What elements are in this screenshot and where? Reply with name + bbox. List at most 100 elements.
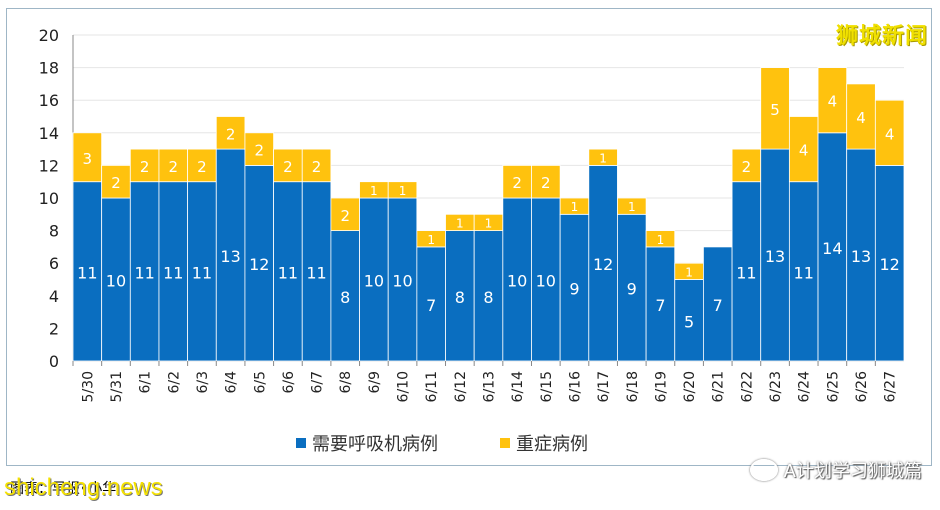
y-tick-label: 4: [49, 287, 59, 306]
bar-ventilator: [158, 181, 189, 362]
x-tick-label: 6/15: [539, 371, 555, 402]
bar-severe: [244, 132, 274, 166]
data-label-severe: 1: [399, 184, 407, 198]
x-tick-label: 6/7: [310, 371, 326, 394]
bar-severe: [588, 148, 618, 166]
data-label-severe: 2: [512, 174, 522, 192]
x-tick-label: 6/14: [510, 371, 526, 403]
data-label-severe: 1: [485, 216, 493, 230]
wechat-label: A计划学习狮城篇: [783, 461, 922, 482]
data-label-severe: 2: [111, 174, 121, 192]
x-tick-label: 6/21: [711, 371, 727, 402]
data-label-ventilator: 10: [392, 272, 412, 291]
data-label-ventilator: 12: [593, 255, 613, 274]
data-label-ventilator: 10: [536, 272, 556, 291]
x-tick-label: 6/24: [797, 371, 813, 403]
bar-severe: [645, 230, 676, 248]
bar-severe: [817, 67, 848, 134]
y-tick-label: 2: [49, 319, 59, 338]
bar-ventilator: [416, 246, 446, 362]
data-label-severe: 4: [856, 109, 866, 127]
x-tick-label: 6/12: [453, 371, 469, 402]
data-label-severe: 2: [226, 125, 236, 143]
bar-severe: [387, 181, 418, 199]
data-label-severe: 1: [599, 151, 607, 165]
bar-severe: [273, 148, 303, 183]
data-label-ventilator: 13: [765, 247, 785, 266]
y-tick-label: 16: [39, 91, 59, 110]
data-label-ventilator: 11: [278, 263, 298, 282]
x-tick-label: 6/26: [854, 371, 870, 403]
data-label-ventilator: 7: [713, 296, 723, 315]
data-label-ventilator: 5: [684, 312, 694, 331]
y-tick-label: 8: [49, 222, 59, 241]
x-tick-label: 6/20: [682, 371, 698, 402]
legend-swatch-yellow: [500, 438, 510, 448]
x-tick-label: 6/5: [252, 371, 268, 394]
bar-ventilator: [72, 181, 103, 362]
wechat-icon: [749, 459, 778, 481]
bar-ventilator: [244, 164, 274, 362]
bar-severe: [760, 67, 790, 150]
x-tick-label: 6/11: [424, 371, 440, 402]
brand-watermark: 狮城新闻: [835, 24, 928, 49]
bar-ventilator: [502, 197, 532, 362]
data-label-severe: 1: [657, 233, 665, 247]
bar-ventilator: [760, 148, 790, 362]
bar-severe: [215, 116, 246, 150]
bar-ventilator: [559, 213, 590, 362]
data-label-ventilator: 8: [455, 288, 465, 307]
data-label-severe: 2: [742, 158, 752, 176]
bar-severe: [731, 148, 762, 183]
data-label-severe: 1: [571, 200, 579, 214]
bar-ventilator: [215, 148, 246, 362]
y-tick-label: 14: [39, 124, 59, 143]
data-label-ventilator: 11: [163, 263, 183, 282]
bar-severe: [129, 148, 160, 183]
bar-severe: [874, 99, 905, 166]
x-tick-label: 6/19: [653, 371, 669, 402]
x-tick-label: 6/22: [739, 371, 755, 402]
bar-ventilator: [588, 164, 618, 362]
data-label-severe: 2: [312, 158, 322, 176]
bar-severe: [531, 164, 561, 199]
x-tick-label: 6/17: [596, 371, 612, 402]
data-label-severe: 2: [541, 174, 551, 192]
x-tick-label: 6/6: [281, 371, 297, 394]
data-label-severe: 2: [340, 207, 350, 225]
bar-ventilator: [817, 132, 848, 362]
bar-severe: [330, 197, 360, 231]
bar-severe: [617, 197, 647, 215]
x-tick-label: 5/31: [109, 371, 125, 402]
data-label-severe: 5: [770, 101, 780, 119]
bar-ventilator: [674, 279, 704, 362]
x-tick-label: 6/27: [883, 371, 899, 402]
bar-severe: [301, 148, 332, 183]
x-tick-label: 6/23: [768, 371, 784, 402]
x-tick-label: 6/3: [195, 371, 211, 394]
bar-ventilator: [273, 181, 303, 362]
bar-ventilator: [387, 197, 418, 362]
data-label-ventilator: 11: [134, 263, 154, 282]
data-label-severe: 1: [628, 200, 636, 214]
x-tick-label: 6/1: [138, 371, 154, 394]
data-label-ventilator: 10: [507, 272, 527, 291]
bar-severe: [502, 164, 532, 199]
x-tick-label: 6/2: [166, 371, 182, 394]
wechat-watermark: A计划学习狮城篇: [749, 457, 922, 483]
bar-ventilator: [129, 181, 160, 362]
site-watermark: shicheng.news: [4, 474, 163, 501]
x-tick-label: 6/9: [367, 371, 383, 394]
data-label-severe: 4: [885, 125, 895, 143]
legend-item-severe: 重症病例: [500, 430, 588, 456]
y-tick-label: 6: [49, 254, 59, 273]
x-tick-label: 6/8: [338, 371, 354, 394]
data-label-severe: 1: [370, 184, 378, 198]
data-label-ventilator: 11: [77, 263, 97, 282]
data-label-ventilator: 11: [794, 263, 814, 282]
data-label-ventilator: 7: [655, 296, 665, 315]
legend-label-severe: 重症病例: [516, 434, 588, 455]
x-tick-label: 6/16: [567, 371, 583, 403]
bar-ventilator: [703, 246, 733, 362]
data-label-ventilator: 11: [192, 263, 212, 282]
